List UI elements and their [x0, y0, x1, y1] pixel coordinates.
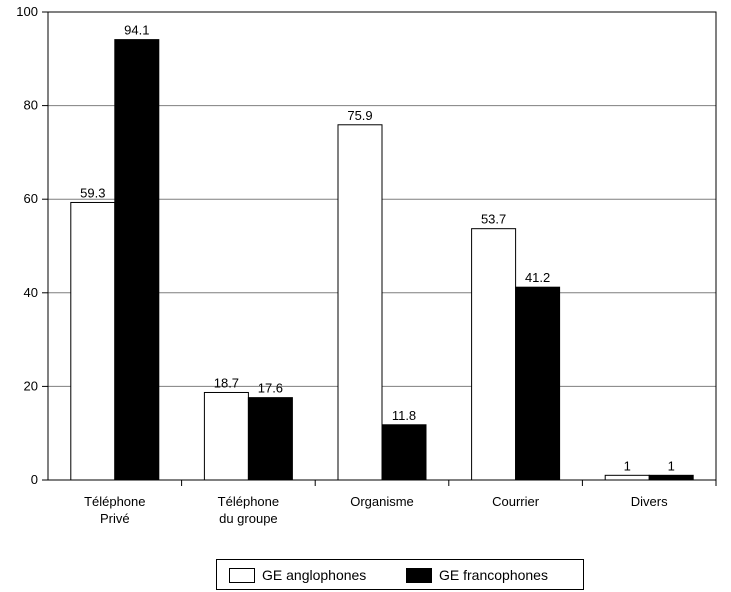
data-label: 1: [668, 458, 675, 473]
x-category-label: Organisme: [350, 494, 414, 509]
data-label: 17.6: [258, 381, 283, 396]
data-label: 1: [624, 458, 631, 473]
legend-item-series-2: GE francophones: [406, 567, 548, 583]
bar-series-2: [648, 474, 694, 481]
bar-series-2: [515, 286, 561, 481]
y-axis-ticks: 0 20 40 60 80 100: [16, 4, 48, 487]
data-label: 41.2: [525, 270, 550, 285]
bar-series-1: [203, 391, 249, 481]
bar-series-2: [381, 424, 427, 481]
bar-series-1: [471, 228, 517, 481]
legend-swatch-series-1: [229, 567, 255, 583]
bar-series-1: [604, 474, 650, 481]
x-category-label: Téléphone du groupe: [218, 494, 279, 526]
plot-frame: [47, 11, 717, 481]
bar-series-2: [247, 397, 293, 481]
data-label: 75.9: [347, 108, 372, 123]
x-category-label: Divers: [631, 494, 668, 509]
x-axis-categories: Téléphone Privé Téléphone du groupe Organism…: [84, 480, 717, 526]
y-tick-label: 100: [16, 4, 38, 19]
legend-label-series-1: GE anglophones: [262, 567, 367, 583]
legend-swatch-series-2: [406, 567, 432, 583]
legend: GE anglophones GE francophones: [216, 559, 584, 590]
data-labels: 59.3 94.1 18.7 17.6 75.9 11.8 53.7 41.2 1 1: [80, 23, 675, 474]
data-label: 11.8: [392, 408, 416, 423]
bar-series-1: [337, 124, 383, 481]
x-category-label: Courrier: [492, 494, 540, 509]
y-tick-label: 40: [24, 285, 38, 300]
y-tick-label: 20: [24, 378, 38, 393]
y-tick-label: 0: [31, 472, 38, 487]
data-label: 53.7: [481, 212, 506, 227]
bar-chart: 59.3 94.1 18.7 17.6 75.9 11.8 53.7 41.2 1 1 0 20 40…: [16, 4, 717, 526]
y-tick-label: 60: [24, 191, 38, 206]
legend-item-series-1: GE anglophones: [229, 567, 366, 583]
data-label: 59.3: [80, 185, 105, 200]
data-label: 94.1: [124, 23, 149, 38]
bar-series-1: [70, 201, 116, 481]
data-label: 18.7: [214, 375, 239, 390]
y-tick-label: 80: [24, 98, 38, 113]
legend-label-series-2: GE francophones: [439, 567, 548, 583]
bar-series-2: [114, 39, 160, 481]
x-category-label: Téléphone Privé: [84, 494, 145, 526]
